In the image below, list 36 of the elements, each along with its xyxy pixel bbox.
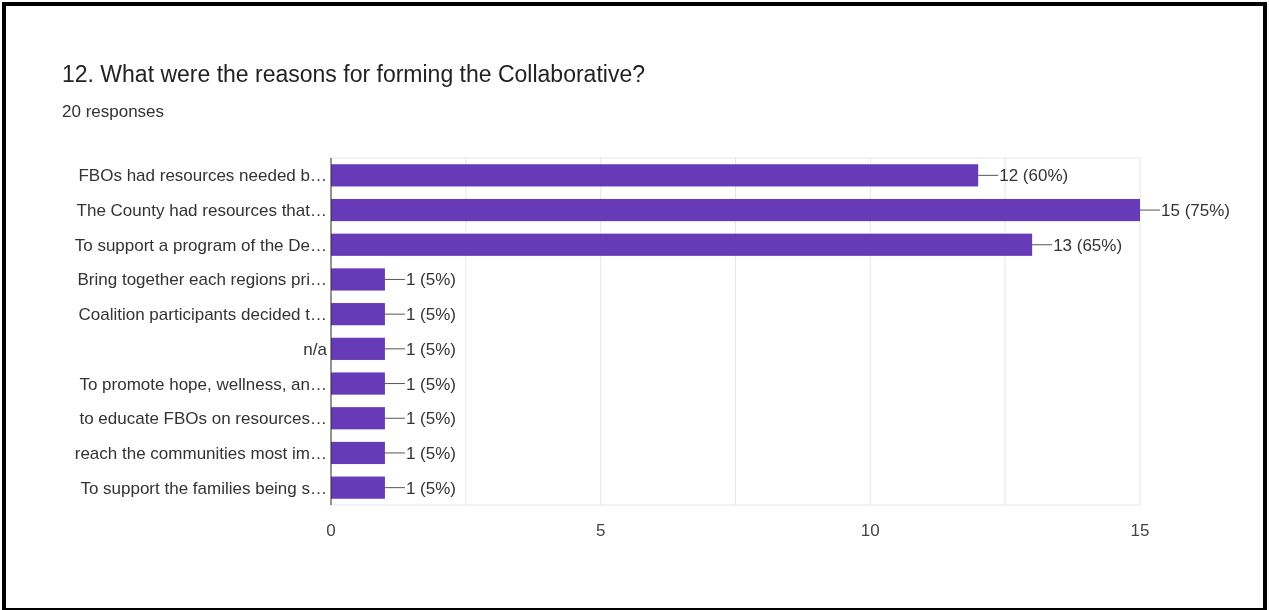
bar <box>331 441 385 465</box>
y-tick-label: n/a <box>303 339 328 359</box>
text: 20 responses <box>62 102 165 121</box>
x-tick-label: 10 <box>860 521 880 540</box>
bar <box>331 233 1033 256</box>
data-label: 1 (5%) <box>405 305 457 325</box>
data-label: 1 (5%) <box>405 374 457 394</box>
y-tick-label: reach the communities most im… <box>74 443 327 463</box>
bar <box>331 303 385 326</box>
bar <box>331 372 385 395</box>
data-label: 1 (5%) <box>405 339 457 359</box>
data-label: 1 (5%) <box>405 443 457 463</box>
y-tick-label: FBOs had resources needed b… <box>78 166 327 186</box>
x-tick-label: 0 <box>326 521 336 540</box>
x-tick-label: 15 <box>1130 521 1150 540</box>
bar <box>331 164 979 187</box>
data-label: 1 (5%) <box>405 409 457 429</box>
data-label: 1 (5%) <box>405 478 457 498</box>
y-tick-label: To support the families being s… <box>80 478 327 498</box>
bar <box>331 198 1140 222</box>
data-label: 15 (75%) <box>1161 201 1230 220</box>
y-tick-label: to educate FBOs on resources… <box>79 409 327 429</box>
y-tick-label: To promote hope, wellness, an… <box>79 374 327 394</box>
bar <box>331 268 385 291</box>
y-tick-label: To support a program of the De… <box>74 235 327 255</box>
y-tick-label: Coalition participants decided t… <box>78 305 327 325</box>
bar <box>331 337 385 360</box>
y-tick-label: The County had resources that… <box>76 201 327 220</box>
y-tick-label: Bring together each regions pri… <box>77 270 327 290</box>
data-label: 13 (65%) <box>1053 235 1123 255</box>
bar <box>331 407 385 430</box>
chart-title: 12. What were the reasons for forming the Collaborative? <box>62 61 645 87</box>
data-label: 12 (60%) <box>999 166 1069 186</box>
data-label: 1 (5%) <box>405 270 457 290</box>
x-tick-label: 5 <box>595 521 606 540</box>
bar <box>331 476 385 499</box>
